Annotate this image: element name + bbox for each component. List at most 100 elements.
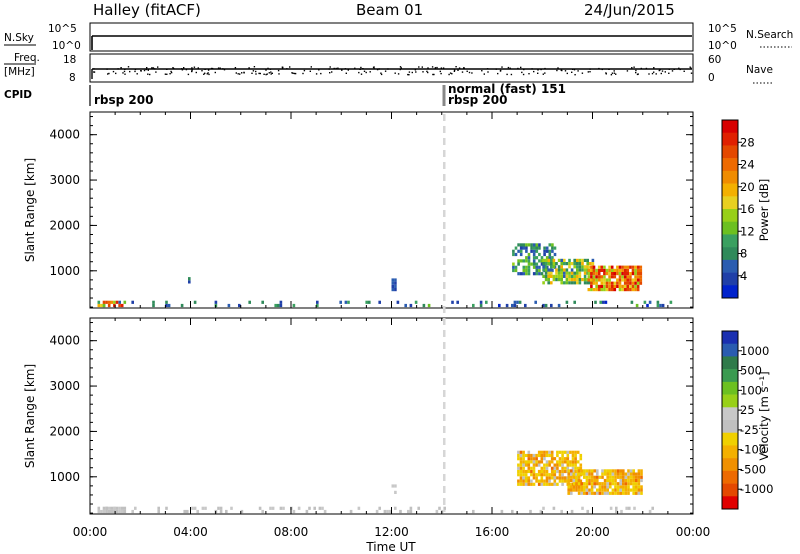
power-cell [512, 252, 515, 257]
power-cell [544, 274, 548, 278]
nave-point [335, 67, 337, 70]
power-cell [610, 288, 614, 292]
velocity-cell [540, 476, 544, 480]
nave-point [635, 71, 637, 74]
power-cell [565, 262, 569, 266]
velocity-cell [563, 469, 567, 474]
velocity-cell [619, 488, 622, 492]
velocity-cell [577, 469, 581, 473]
power-cell [551, 246, 554, 250]
power-cell [605, 268, 609, 272]
velocity-ytick-label: 3000 [49, 379, 80, 393]
velocity-cell [601, 485, 604, 489]
power-cell [578, 265, 582, 269]
nave-point [451, 73, 453, 75]
nave-point [376, 68, 379, 71]
power-cell [616, 281, 619, 285]
velocity-cell [627, 491, 630, 495]
velocity-cell [583, 469, 586, 473]
power-cell [535, 272, 539, 276]
velocity-cell [548, 453, 551, 458]
velocity-cell [606, 491, 609, 495]
power-cell [514, 265, 518, 269]
velocity-cell [609, 472, 612, 476]
velocity-cell [609, 506, 613, 510]
velocity-cell [522, 450, 525, 454]
power-cell [552, 278, 556, 282]
power-cell [583, 271, 587, 275]
power-cell [629, 278, 632, 282]
nsky-label: N.Sky [4, 32, 34, 44]
power-cell [113, 303, 116, 308]
velocity-cell [524, 460, 528, 464]
velocity-cell [571, 450, 575, 454]
velocity-cell [576, 466, 580, 470]
nave-point [223, 69, 226, 71]
velocity-cell [118, 509, 121, 514]
power-cell [547, 278, 550, 282]
power-cell [542, 281, 545, 285]
power-cell [517, 272, 520, 276]
velocity-cell [593, 478, 596, 483]
power-cell [626, 275, 630, 279]
nave-point [214, 71, 216, 74]
velocity-cell [556, 463, 559, 467]
power-cell [621, 278, 624, 282]
power-colorbar-tick-label: 12 [740, 224, 755, 238]
velocity-cell [522, 453, 525, 458]
nave-point [537, 72, 539, 74]
velocity-cell [532, 460, 536, 464]
power-cell [618, 272, 622, 276]
velocity-cell [629, 482, 633, 486]
power-cell [636, 265, 640, 269]
nave-point [557, 67, 559, 69]
power-cell [618, 268, 622, 272]
velocity-cell [583, 485, 586, 489]
velocity-cell [579, 457, 583, 461]
nave-point [495, 68, 497, 70]
velocity-cell [561, 453, 564, 458]
velocity-cell [632, 482, 635, 486]
power-cell [563, 271, 566, 275]
velocity-cell [553, 469, 557, 474]
velocity-cell [225, 509, 228, 514]
power-cell [610, 265, 614, 269]
power-cell [583, 268, 587, 272]
nave-point [486, 68, 489, 70]
nave-point [461, 71, 464, 73]
power-cell [498, 303, 501, 308]
velocity-cell [585, 482, 589, 486]
power-cell [517, 249, 520, 253]
power-cell [102, 300, 106, 304]
velocity-cell [596, 469, 599, 473]
power-cell [535, 265, 539, 269]
power-cell [568, 265, 571, 269]
power-cell [626, 284, 630, 288]
velocity-cell [579, 479, 583, 483]
power-cell [316, 300, 319, 304]
nave-point [653, 67, 655, 69]
cpid-segment-3: rbsp 200 [448, 93, 507, 107]
velocity-cell [606, 482, 609, 486]
nave-point [497, 72, 499, 75]
power-cell [538, 246, 541, 250]
power-cell [616, 268, 619, 272]
velocity-cell [548, 473, 551, 477]
velocity-cell [601, 491, 604, 495]
velocity-cell [297, 506, 301, 510]
power-cell [544, 265, 548, 269]
velocity-cell [614, 469, 617, 473]
power-cell [514, 268, 518, 273]
power-cell [578, 281, 582, 285]
nave-point [258, 72, 260, 75]
power-cell [592, 272, 596, 276]
power-cell [527, 272, 531, 276]
power-cell [608, 275, 611, 279]
velocity-cell [550, 469, 554, 474]
nave-point [373, 66, 375, 68]
power-cell [404, 303, 407, 308]
velocity-cell [110, 506, 114, 510]
power-cell [613, 284, 617, 288]
velocity-cell [97, 509, 101, 514]
power-cell [557, 278, 561, 282]
